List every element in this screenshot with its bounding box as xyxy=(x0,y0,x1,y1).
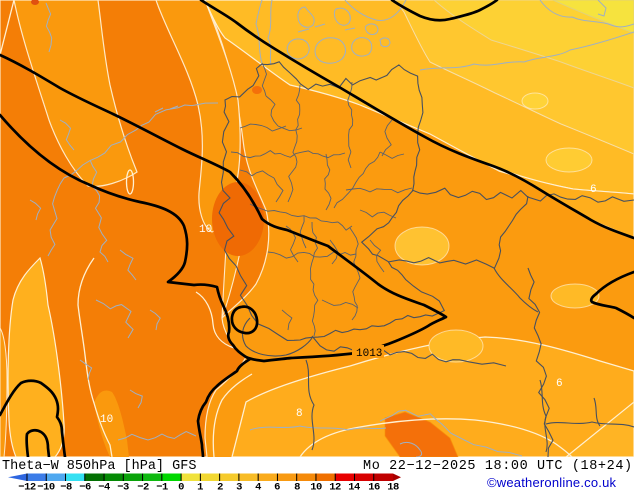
svg-text:−2: −2 xyxy=(137,482,149,490)
svg-text:10: 10 xyxy=(100,414,113,426)
svg-text:8: 8 xyxy=(294,482,300,490)
svg-text:−8: −8 xyxy=(60,482,72,490)
svg-text:−10: −10 xyxy=(37,482,55,490)
svg-text:2: 2 xyxy=(217,482,223,490)
svg-text:14: 14 xyxy=(348,482,360,490)
svg-text:−1: −1 xyxy=(156,482,168,490)
svg-text:Mo 22−12−2025 18:00 UTC (18+24: Mo 22−12−2025 18:00 UTC (18+24) xyxy=(363,459,633,474)
svg-text:4: 4 xyxy=(255,482,261,490)
svg-text:10: 10 xyxy=(310,482,322,490)
svg-text:−4: −4 xyxy=(98,482,110,490)
svg-text:−12: −12 xyxy=(18,482,36,490)
svg-text:16: 16 xyxy=(368,482,380,490)
svg-text:8: 8 xyxy=(296,408,303,420)
svg-text:1: 1 xyxy=(197,482,203,490)
svg-text:Theta−W 850hPa [hPa] GFS: Theta−W 850hPa [hPa] GFS xyxy=(2,459,196,474)
svg-text:12: 12 xyxy=(329,482,341,490)
svg-text:10: 10 xyxy=(199,224,212,236)
svg-text:6: 6 xyxy=(590,184,597,196)
svg-text:−3: −3 xyxy=(117,482,129,490)
svg-text:1013: 1013 xyxy=(356,348,382,360)
svg-text:−6: −6 xyxy=(79,482,91,490)
svg-text:6: 6 xyxy=(274,482,280,490)
svg-text:3: 3 xyxy=(236,482,242,490)
svg-text:18: 18 xyxy=(387,482,399,490)
svg-text:6: 6 xyxy=(556,378,563,390)
svg-text:©weatheronline.co.uk: ©weatheronline.co.uk xyxy=(487,475,617,490)
svg-text:0: 0 xyxy=(178,482,184,490)
